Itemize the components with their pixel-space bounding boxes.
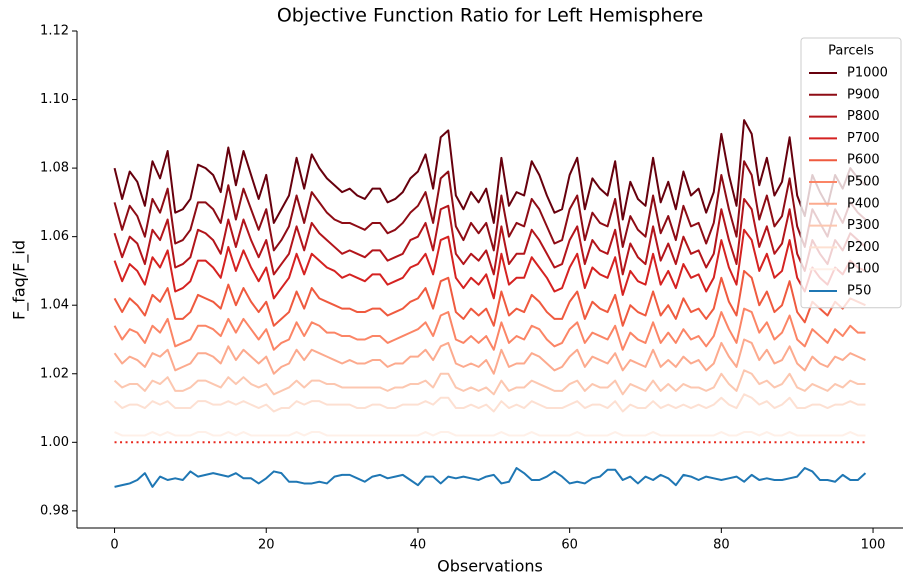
y-tick-label: 1.06 (40, 229, 69, 244)
series-line (113, 197, 867, 276)
y-tick-label: 1.00 (40, 435, 69, 450)
y-axis-label: F_faq/F_id (10, 240, 30, 320)
legend-label: P100 (847, 262, 880, 277)
x-tick-label: 100 (861, 538, 886, 553)
x-tick-label: 0 (110, 538, 118, 553)
legend-label: P500 (847, 175, 880, 190)
legend-label: P50 (847, 284, 871, 299)
series-line (113, 269, 866, 327)
x-tick-label: 60 (561, 538, 578, 553)
x-tick-label: 80 (713, 538, 730, 553)
legend-label: P800 (847, 109, 880, 124)
x-tick-label: 20 (258, 538, 275, 553)
chart-title: Objective Function Ratio for Left Hemisp… (277, 5, 703, 27)
legend-title: Parcels (828, 44, 874, 59)
y-tick-label: 1.10 (40, 92, 69, 107)
legend-label: P300 (847, 218, 880, 233)
series-line (113, 228, 866, 300)
series-line (113, 307, 866, 351)
y-tick-label: 1.02 (40, 366, 69, 381)
series-line (114, 431, 866, 437)
series-line (114, 467, 867, 488)
legend-label: P700 (847, 131, 880, 146)
series-line (113, 369, 866, 396)
series-line (113, 393, 866, 413)
y-tick-label: 1.08 (40, 161, 69, 176)
legend-label: P900 (847, 87, 880, 102)
x-tick-label: 40 (410, 538, 427, 553)
series-line (113, 119, 867, 224)
x-axis-label: Observations (437, 557, 543, 576)
legend-label: P400 (847, 196, 880, 211)
legend-label: P1000 (847, 66, 888, 81)
y-tick-label: 0.98 (40, 503, 69, 518)
series-line (113, 160, 867, 252)
y-tick-label: 1.12 (40, 24, 69, 39)
y-tick-label: 1.04 (40, 298, 69, 313)
legend-label: P200 (847, 240, 880, 255)
series-line (113, 338, 866, 375)
legend-box (800, 37, 902, 309)
legend-label: P600 (847, 153, 880, 168)
